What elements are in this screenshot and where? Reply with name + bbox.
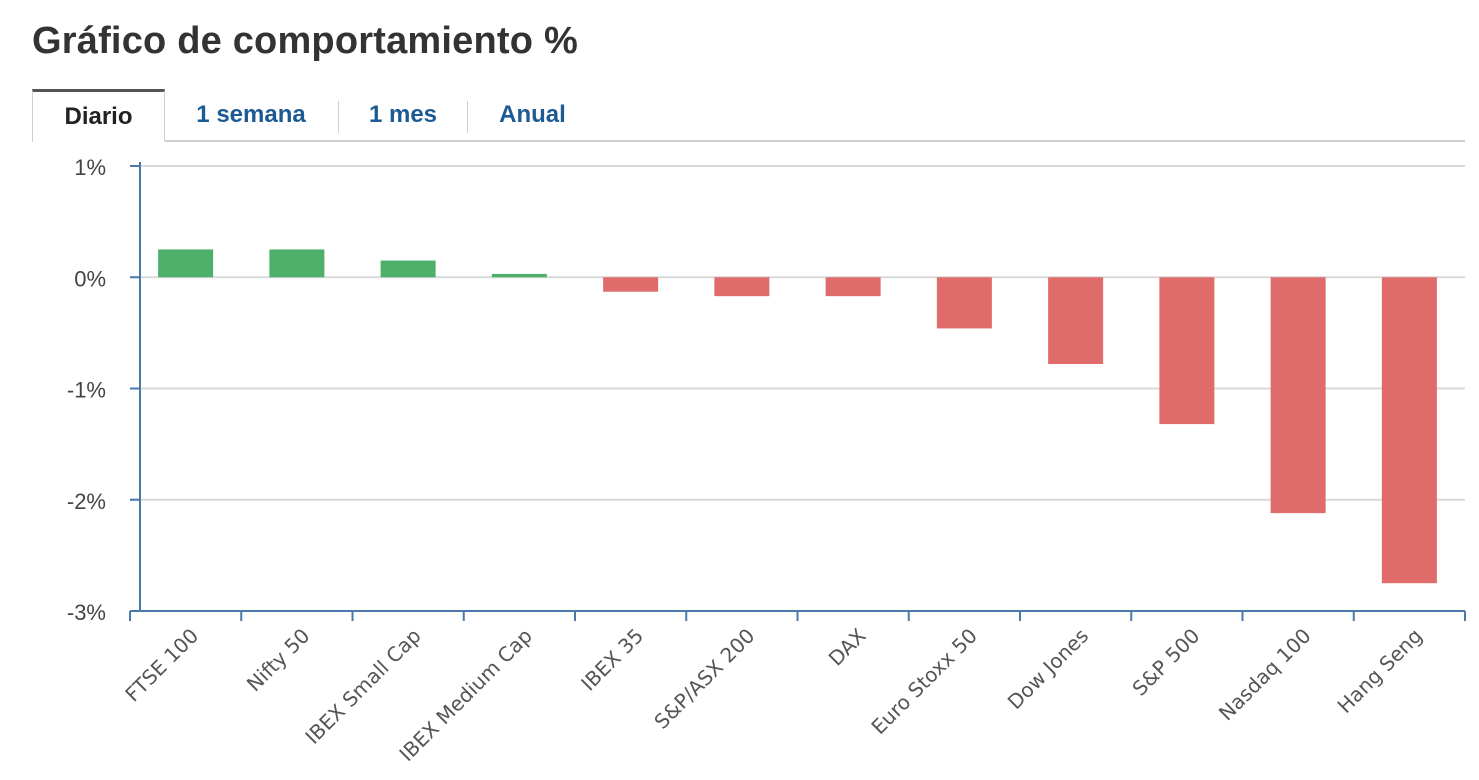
bar [714, 277, 770, 297]
bar [158, 249, 214, 278]
x-tick-label: Dow Jones [1003, 624, 1093, 714]
bar [491, 273, 547, 278]
tab-divider [338, 101, 339, 133]
x-tick-label: IBEX 35 [576, 624, 648, 696]
y-tick-label: -1% [67, 378, 106, 403]
x-tick-label: Nifty 50 [242, 624, 315, 697]
bar [380, 260, 436, 278]
page-title: Gráfico de comportamiento % [32, 20, 578, 62]
x-tick-label: S&P 500 [1127, 624, 1204, 701]
bar [603, 277, 659, 292]
bar [936, 277, 992, 329]
tab-divider [467, 101, 468, 133]
bar [1159, 277, 1215, 425]
bar [825, 277, 881, 297]
y-tick-label: 0% [74, 266, 106, 291]
x-tick-label: DAX [824, 623, 871, 670]
tab-annual[interactable]: Anual [499, 101, 566, 128]
period-tabs: Diario 1 semana 1 mes Anual [32, 89, 1465, 142]
y-tick-label: 1% [74, 155, 106, 180]
x-tick-label: Hang Seng [1333, 624, 1427, 718]
x-tick-label: IBEX Small Cap [300, 624, 425, 749]
y-tick-label: -2% [67, 489, 106, 514]
bar [1048, 277, 1104, 365]
bar [269, 249, 325, 278]
x-tick-label: Euro Stoxx 50 [866, 624, 981, 739]
x-tick-label: S&P/ASX 200 [649, 624, 759, 734]
bar [1270, 277, 1326, 514]
tab-1-week[interactable]: 1 semana [196, 101, 306, 128]
tab-daily[interactable]: Diario [32, 89, 165, 142]
bar [1381, 277, 1437, 584]
x-tick-label: Nasdaq 100 [1214, 624, 1316, 726]
x-tick-label: FTSE 100 [120, 624, 203, 707]
tab-1-month[interactable]: 1 mes [368, 101, 438, 128]
y-tick-label: -3% [67, 600, 106, 625]
